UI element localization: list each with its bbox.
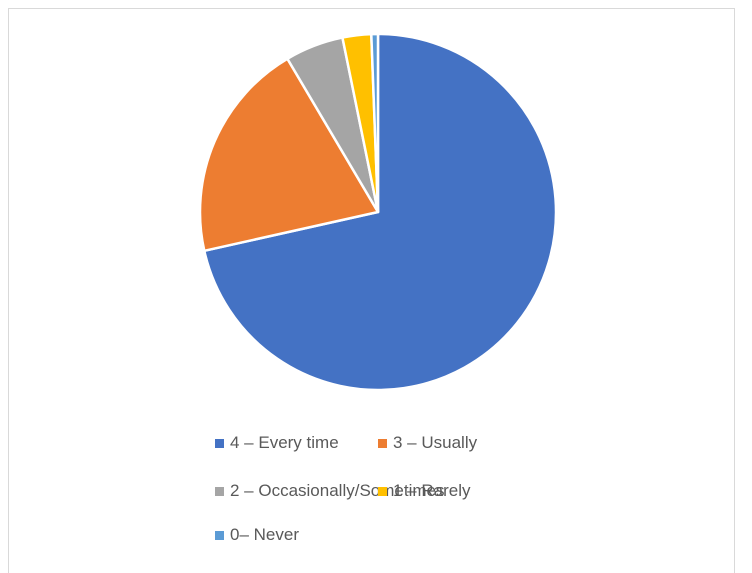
pie-slices xyxy=(198,32,558,392)
pie-slice-every-time xyxy=(203,32,558,392)
pie-slice-never xyxy=(370,32,380,214)
pie-slice-usually xyxy=(198,57,380,253)
